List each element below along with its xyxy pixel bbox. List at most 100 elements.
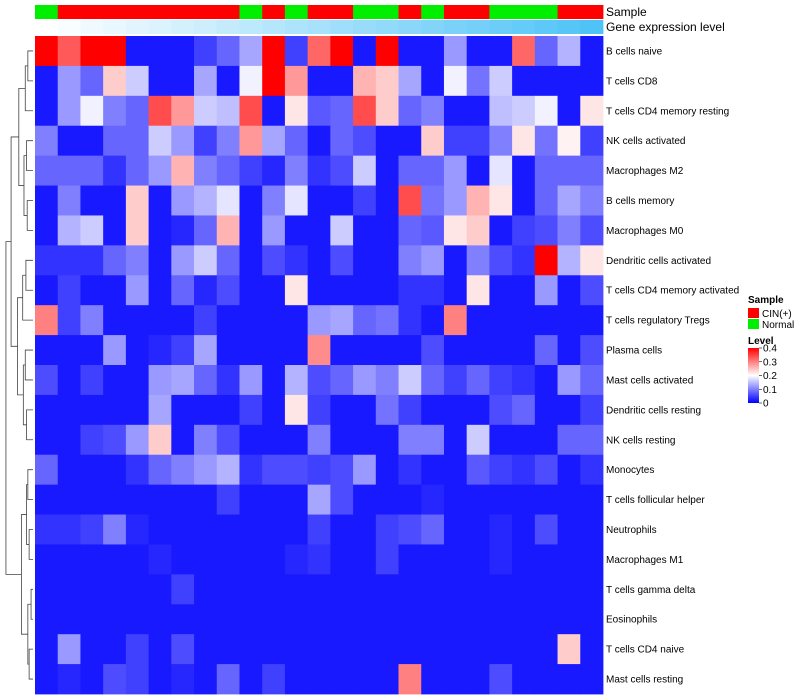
heatmap-cell	[125, 454, 149, 486]
heatmap-cell	[557, 634, 581, 665]
heatmap-cell	[443, 275, 468, 306]
heatmap-cell	[307, 95, 331, 127]
heatmap-cell	[512, 394, 536, 426]
heatmap-cell	[194, 424, 218, 456]
heatmap-cell	[262, 275, 286, 306]
heatmap-cell	[421, 245, 445, 276]
heatmap-cell	[580, 155, 604, 186]
gene-expression-annotation-cell	[557, 20, 581, 34]
heatmap-cell	[284, 454, 309, 486]
heatmap-cell	[57, 365, 81, 396]
heatmap-cell	[512, 664, 536, 695]
heatmap-cell	[239, 185, 263, 216]
heatmap-cell	[239, 544, 263, 575]
heatmap-cell	[443, 484, 468, 515]
heatmap-cell	[398, 185, 422, 216]
heatmap-cell	[216, 365, 240, 396]
heatmap-cell	[580, 95, 604, 127]
heatmap-cell	[466, 454, 490, 486]
heatmap-cell	[103, 365, 127, 396]
heatmap-cell	[307, 335, 331, 366]
heatmap-cell	[171, 155, 195, 186]
heatmap-cell	[534, 215, 558, 246]
heatmap-cell	[557, 544, 581, 575]
heatmap-cell	[284, 424, 309, 456]
heatmap-cell	[443, 394, 468, 426]
heatmap-cell	[353, 484, 377, 515]
heatmap-cell	[125, 65, 149, 97]
heatmap-cell	[512, 65, 536, 97]
heatmap-cell	[171, 245, 195, 276]
heatmap-cell	[489, 335, 513, 366]
heatmap-cell	[375, 424, 399, 456]
heatmap-cell	[353, 275, 377, 306]
heatmap-cell	[103, 95, 127, 127]
heatmap-cell	[353, 574, 377, 605]
heatmap-cell	[398, 275, 422, 306]
heatmap-cell	[284, 335, 309, 366]
gene-expression-annotation-cell	[443, 20, 468, 34]
gene-expression-annotation-cell	[398, 20, 422, 34]
heatmap-cell	[443, 454, 468, 486]
heatmap-cell	[239, 65, 263, 97]
heatmap-cell	[534, 125, 558, 157]
heatmap-cell	[307, 664, 331, 695]
sample-annotation-cell	[284, 5, 309, 19]
row-label-dendritic-cells-activated: Dendritic cells activated	[606, 256, 711, 267]
heatmap-cell	[194, 574, 218, 605]
heatmap-cell	[57, 245, 81, 276]
heatmap-cell	[375, 125, 399, 157]
row-label-macrophages-m2: Macrophages M2	[606, 166, 684, 177]
heatmap-cell	[489, 574, 513, 605]
heatmap-cell	[80, 36, 104, 67]
heatmap-cell	[307, 65, 331, 97]
heatmap-cell	[466, 394, 490, 426]
heatmap-cell	[262, 335, 286, 366]
heatmap-cell	[125, 484, 149, 515]
heatmap-cell	[557, 484, 581, 515]
sample-annotation-cell	[80, 5, 104, 19]
gene-expression-annotation-cell	[353, 20, 377, 34]
gene-expression-annotation-cell	[307, 20, 331, 34]
sample-annotation-cell	[307, 5, 331, 19]
heatmap-cell	[171, 215, 195, 246]
dendrogram-branch	[10, 136, 19, 347]
heatmap-cell	[57, 95, 81, 127]
heatmap-cell	[375, 245, 399, 276]
heatmap-cell	[194, 275, 218, 306]
heatmap-cell	[580, 65, 604, 97]
heatmap-cell	[330, 484, 354, 515]
gene-expression-annotation-cell	[489, 20, 513, 34]
heatmap-cell	[466, 365, 490, 396]
heatmap-cell	[239, 365, 263, 396]
heatmap-cell	[330, 634, 354, 665]
heatmap-cell	[534, 155, 558, 186]
heatmap-cell	[103, 634, 127, 665]
heatmap-cell	[557, 245, 581, 276]
heatmap-cell	[171, 36, 195, 67]
heatmap-cell	[80, 634, 104, 665]
heatmap-cell	[534, 95, 558, 127]
heatmap-cell	[330, 275, 354, 306]
heatmap-cell	[57, 424, 81, 456]
row-label-t-cells-cd4-naive: T cells CD4 naive	[606, 645, 685, 656]
heatmap-cell	[80, 155, 104, 186]
heatmap-cell	[262, 604, 286, 635]
legend: Sample CIN(+)Normal Level 0.4 0.3 0.2 0.1 0	[748, 295, 794, 410]
heatmap-cell	[35, 215, 59, 246]
heatmap-cell	[307, 215, 331, 246]
gene-expression-annotation-cell	[171, 20, 195, 34]
heatmap-cell	[375, 65, 399, 97]
heatmap-cell	[443, 604, 468, 635]
level-tick-label: 0.3	[763, 357, 777, 368]
heatmap-cell	[262, 65, 286, 97]
row-label-mast-cells-activated: Mast cells activated	[606, 375, 693, 386]
heatmap-cell	[80, 365, 104, 396]
heatmap-cell	[375, 365, 399, 396]
gene-expression-annotation-cell	[262, 20, 286, 34]
heatmap-cell	[421, 125, 445, 157]
heatmap-cell	[57, 185, 81, 216]
heatmap-cell	[534, 424, 558, 456]
heatmap-cell	[262, 185, 286, 216]
heatmap-cell	[35, 394, 59, 426]
